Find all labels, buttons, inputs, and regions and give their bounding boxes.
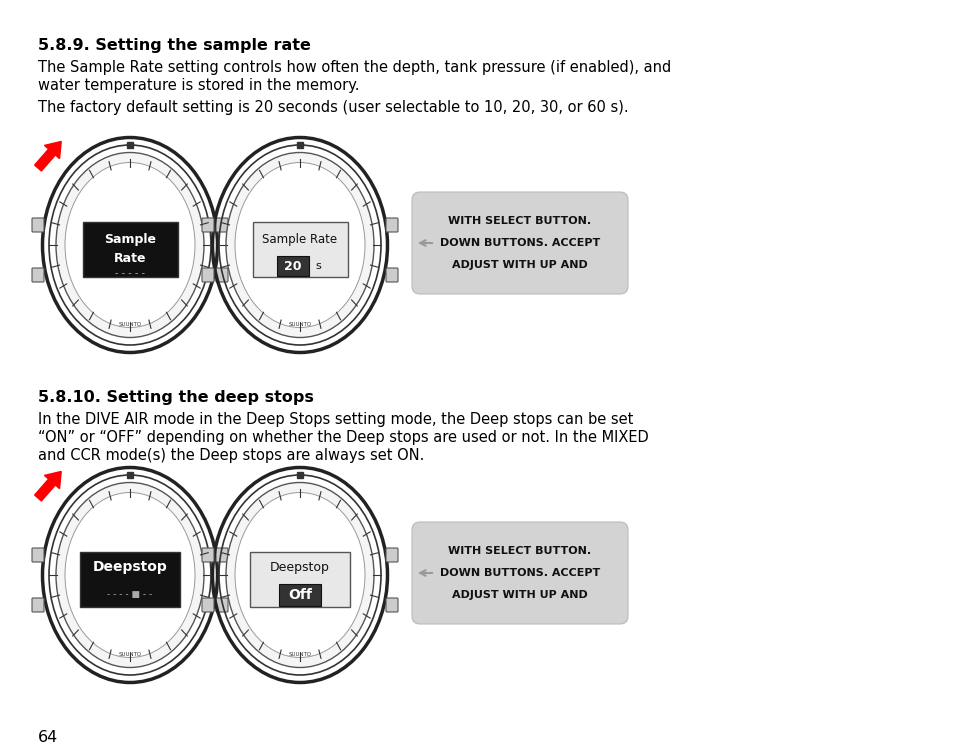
FancyBboxPatch shape	[215, 598, 228, 612]
Text: - - - - -: - - - - -	[115, 268, 145, 278]
Text: ADJUST WITH UP AND: ADJUST WITH UP AND	[452, 260, 587, 270]
Text: WITH SELECT BUTTON.: WITH SELECT BUTTON.	[448, 216, 591, 226]
Text: s: s	[314, 261, 320, 271]
Ellipse shape	[56, 153, 204, 337]
Ellipse shape	[226, 153, 374, 337]
Text: Rate: Rate	[113, 252, 146, 265]
Text: “ON” or “OFF” depending on whether the Deep stops are used or not. In the MIXED: “ON” or “OFF” depending on whether the D…	[38, 430, 648, 445]
FancyBboxPatch shape	[253, 222, 348, 277]
Text: Sample: Sample	[104, 234, 156, 246]
FancyBboxPatch shape	[215, 548, 228, 562]
Ellipse shape	[234, 492, 365, 658]
Ellipse shape	[226, 482, 374, 668]
Text: Off: Off	[288, 588, 312, 602]
FancyBboxPatch shape	[32, 548, 44, 562]
Text: The Sample Rate setting controls how often the depth, tank pressure (if enabled): The Sample Rate setting controls how oft…	[38, 60, 671, 75]
FancyBboxPatch shape	[202, 218, 213, 232]
FancyArrow shape	[34, 472, 61, 501]
FancyBboxPatch shape	[215, 218, 228, 232]
FancyBboxPatch shape	[32, 218, 44, 232]
Text: Sample Rate: Sample Rate	[262, 234, 337, 246]
Text: Deepstop: Deepstop	[92, 560, 167, 574]
FancyArrow shape	[34, 141, 61, 171]
FancyBboxPatch shape	[412, 522, 627, 624]
Text: and CCR mode(s) the Deep stops are always set ON.: and CCR mode(s) the Deep stops are alway…	[38, 448, 424, 463]
FancyBboxPatch shape	[215, 268, 228, 282]
Text: In the DIVE AIR mode in the Deep Stops setting mode, the Deep stops can be set: In the DIVE AIR mode in the Deep Stops s…	[38, 412, 633, 427]
FancyBboxPatch shape	[386, 218, 397, 232]
Ellipse shape	[65, 492, 194, 658]
FancyBboxPatch shape	[80, 552, 180, 607]
FancyBboxPatch shape	[250, 552, 350, 607]
FancyBboxPatch shape	[202, 268, 213, 282]
Text: SUUNTO: SUUNTO	[288, 323, 312, 327]
Ellipse shape	[65, 163, 194, 327]
Text: - - - - ■ - -: - - - - ■ - -	[108, 590, 152, 600]
FancyBboxPatch shape	[202, 598, 213, 612]
Text: 20: 20	[284, 259, 301, 272]
Text: The factory default setting is 20 seconds (user selectable to 10, 20, 30, or 60 : The factory default setting is 20 second…	[38, 100, 628, 115]
Text: SUUNTO: SUUNTO	[118, 652, 141, 658]
FancyBboxPatch shape	[412, 192, 627, 294]
Text: Deepstop: Deepstop	[270, 560, 330, 574]
FancyBboxPatch shape	[386, 598, 397, 612]
Text: water temperature is stored in the memory.: water temperature is stored in the memor…	[38, 78, 359, 93]
Text: DOWN BUTTONS. ACCEPT: DOWN BUTTONS. ACCEPT	[439, 568, 599, 578]
FancyBboxPatch shape	[278, 584, 320, 606]
FancyBboxPatch shape	[32, 598, 44, 612]
Text: SUUNTO: SUUNTO	[118, 323, 141, 327]
Text: 5.8.9. Setting the sample rate: 5.8.9. Setting the sample rate	[38, 38, 311, 53]
Text: 64: 64	[38, 730, 58, 745]
Text: SUUNTO: SUUNTO	[288, 652, 312, 658]
Text: DOWN BUTTONS. ACCEPT: DOWN BUTTONS. ACCEPT	[439, 238, 599, 248]
Text: WITH SELECT BUTTON.: WITH SELECT BUTTON.	[448, 546, 591, 556]
FancyBboxPatch shape	[83, 222, 178, 277]
Text: ADJUST WITH UP AND: ADJUST WITH UP AND	[452, 590, 587, 600]
FancyBboxPatch shape	[202, 548, 213, 562]
FancyBboxPatch shape	[386, 548, 397, 562]
FancyBboxPatch shape	[32, 268, 44, 282]
FancyBboxPatch shape	[386, 268, 397, 282]
Ellipse shape	[56, 482, 204, 668]
Ellipse shape	[234, 163, 365, 327]
FancyBboxPatch shape	[276, 256, 309, 276]
Text: 5.8.10. Setting the deep stops: 5.8.10. Setting the deep stops	[38, 390, 314, 405]
